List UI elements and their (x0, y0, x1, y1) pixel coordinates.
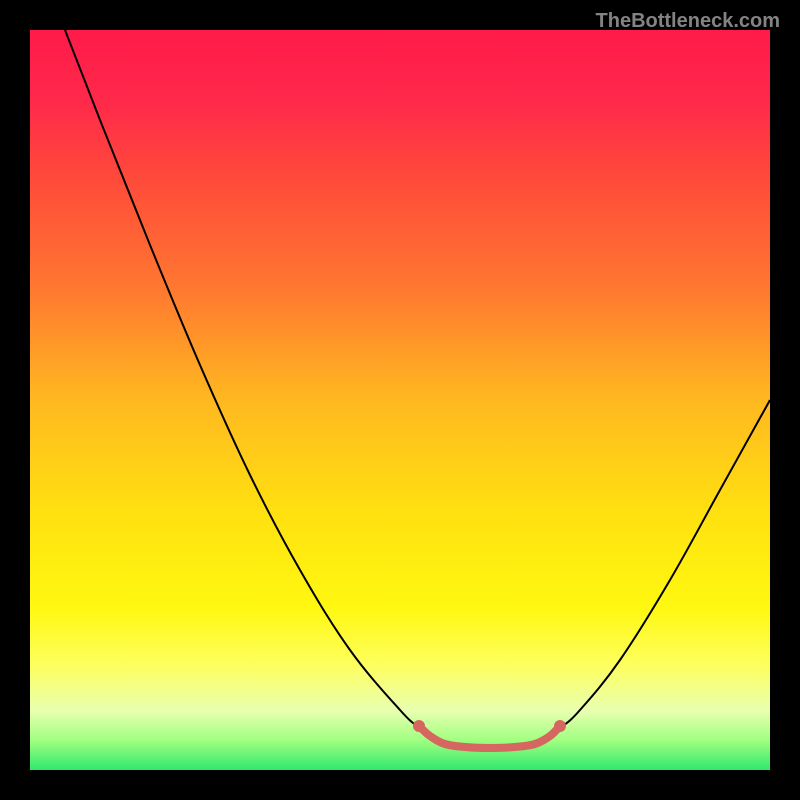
watermark-text: TheBottleneck.com (596, 10, 780, 33)
highlight-start-dot (413, 720, 425, 732)
bottleneck-chart: TheBottleneck.com (0, 0, 800, 800)
chart-svg (0, 0, 800, 800)
highlight-end-dot (554, 720, 566, 732)
gradient-background (30, 30, 770, 770)
